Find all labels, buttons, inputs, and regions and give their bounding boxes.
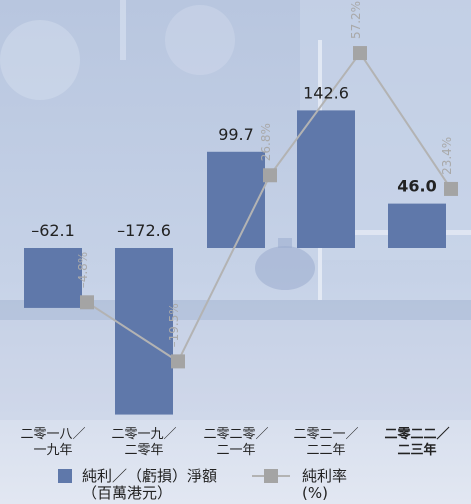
line-layer [80, 46, 458, 369]
legend-label-line: 純利／（虧損）淨額 [82, 467, 217, 485]
rate-marker-3 [263, 168, 277, 183]
x-tick-label-line: 二零二零／ [203, 427, 268, 442]
rate-marker-4 [353, 46, 367, 61]
legend-item-margin: 純利率(%) [252, 467, 347, 502]
bar-2 [115, 248, 173, 415]
legend-label-line: 純利率 [302, 467, 347, 485]
x-tick-label-line: 二零年 [124, 443, 163, 458]
x-tick-label-line: 二零二二／ [384, 426, 449, 442]
x-tick-label-line: 一九年 [33, 443, 72, 458]
bars-layer [24, 110, 446, 415]
bar-4 [297, 110, 355, 249]
legend-swatch-bar [58, 469, 72, 483]
bar-value-label-4: 142.6 [303, 83, 349, 102]
rate-marker-5 [444, 181, 458, 196]
bar-value-label-5: 46.0 [397, 177, 436, 196]
legend-label-line: （百萬港元） [82, 484, 172, 502]
rate-marker-2 [171, 354, 185, 369]
legend: 純利／（虧損）淨額（百萬港元） 純利率(%) [58, 467, 347, 502]
x-tick-label-3: 二零二零／二一年 [203, 427, 268, 458]
bar-value-label-2: –172.6 [117, 221, 171, 240]
legend-swatch-marker [264, 469, 278, 483]
bar-value-label-1: –62.1 [31, 221, 75, 240]
rate-value-label-3: 26.8% [259, 123, 273, 161]
x-tick-label-line: 二二年 [306, 443, 345, 458]
x-tick-label-line: 二三年 [397, 442, 436, 458]
labels-layer: –62.1 –172.6 99.7 142.6 46.0 –4.8% –19.5% 26.8%… [31, 1, 454, 347]
x-tick-label-line: 二零一九／ [111, 427, 176, 442]
x-tick-label-1: 二零一八／一九年 [20, 427, 85, 458]
bar-1 [24, 248, 82, 308]
legend-item-net-profit: 純利／（虧損）淨額（百萬港元） [58, 467, 217, 502]
rate-value-label-2: –19.5% [167, 303, 181, 347]
bar-5 [388, 203, 446, 248]
rate-marker-1 [80, 295, 94, 310]
x-tick-label-5: 二零二二／二三年 [384, 426, 449, 458]
rate-value-label-4: 57.2% [349, 1, 363, 39]
x-tick-label-4: 二零二一／二二年 [293, 427, 358, 458]
x-tick-label-line: 二零一八／ [20, 427, 85, 442]
x-tick-label-line: 二一年 [216, 443, 255, 458]
x-tick-label-line: 二零二一／ [293, 427, 358, 442]
legend-label-line: (%) [302, 484, 328, 502]
bar-value-label-3: 99.7 [218, 125, 254, 144]
bar-3 [207, 151, 265, 248]
rate-value-label-1: –4.8% [76, 252, 90, 289]
rate-value-label-5: 23.4% [440, 137, 454, 175]
x-tick-label-2: 二零一九／二零年 [111, 427, 176, 458]
